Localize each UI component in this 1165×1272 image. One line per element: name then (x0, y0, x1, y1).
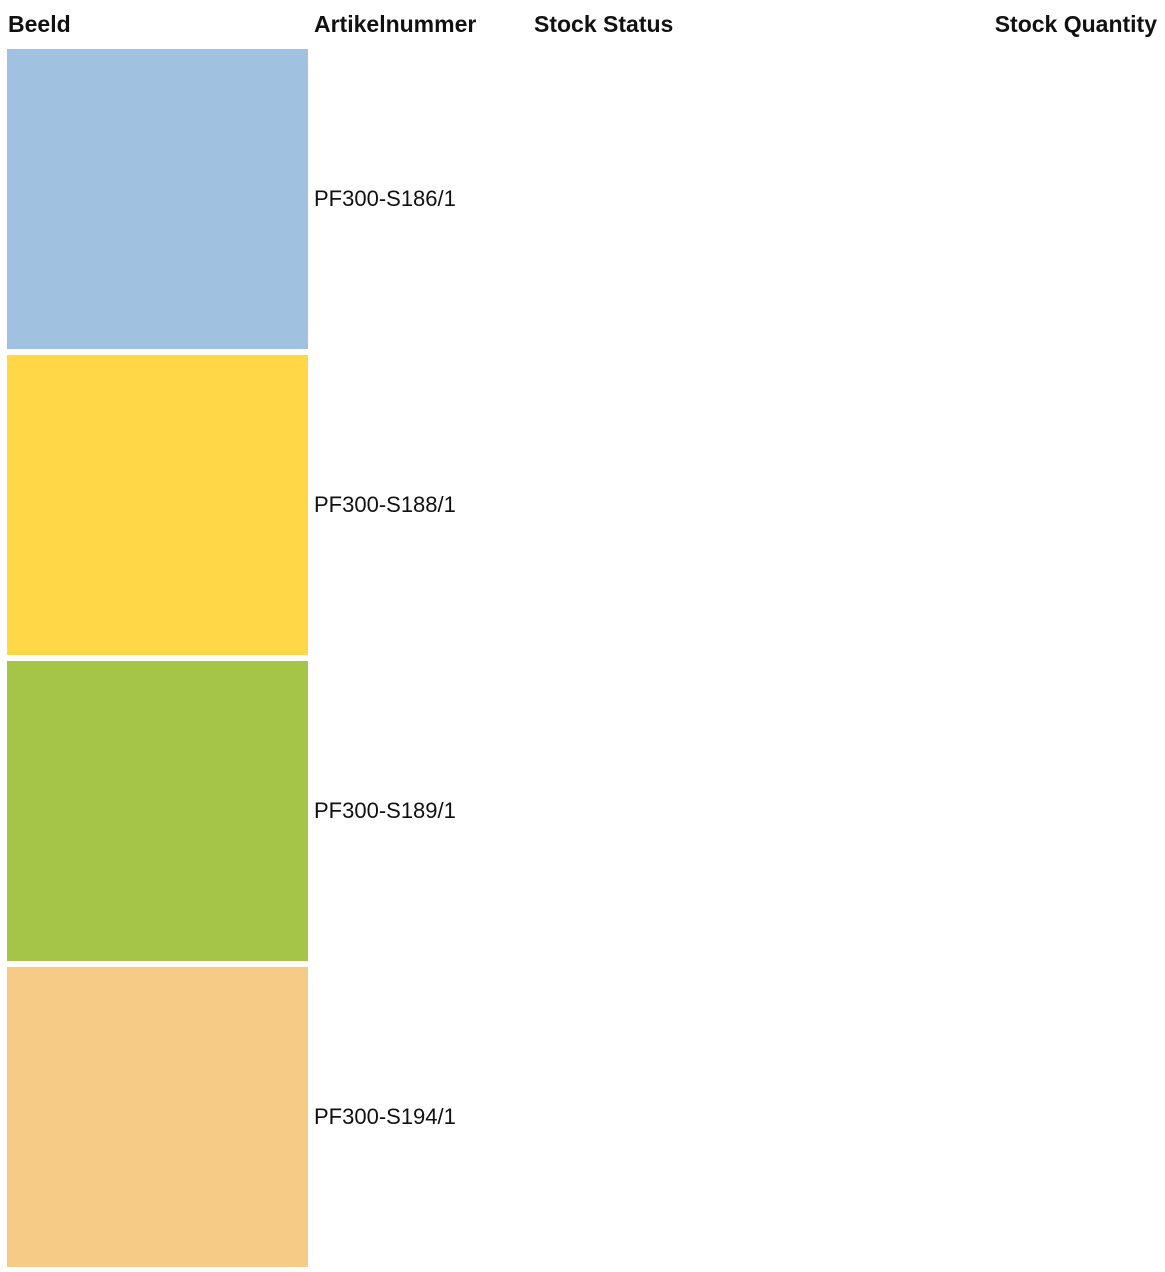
column-header-image: Beeld (8, 11, 71, 37)
product-color-swatch[interactable] (7, 967, 308, 1267)
table-row[interactable]: PF300-S189/1 (0, 660, 1165, 966)
product-color-swatch[interactable] (7, 355, 308, 655)
product-sku: PF300-S194/1 (314, 1104, 456, 1129)
table-body: PF300-S186/1 PF300-S188/1 PF300-S189/1 P… (0, 48, 1165, 1272)
table-header: Beeld Artikelnummer Stock Status Stock Q… (0, 0, 1165, 48)
product-color-swatch[interactable] (7, 49, 308, 349)
product-color-swatch[interactable] (7, 661, 308, 961)
table-row[interactable]: PF300-S188/1 (0, 354, 1165, 660)
product-sku: PF300-S186/1 (314, 186, 456, 211)
table-row[interactable]: PF300-S186/1 (0, 48, 1165, 354)
product-sku: PF300-S188/1 (314, 492, 456, 517)
product-sku: PF300-S189/1 (314, 798, 456, 823)
column-header-stock-status: Stock Status (534, 11, 674, 37)
column-header-sku: Artikelnummer (314, 11, 477, 37)
table-row[interactable]: PF300-S194/1 (0, 966, 1165, 1272)
column-header-stock-quantity: Stock Quantity (994, 11, 1157, 37)
